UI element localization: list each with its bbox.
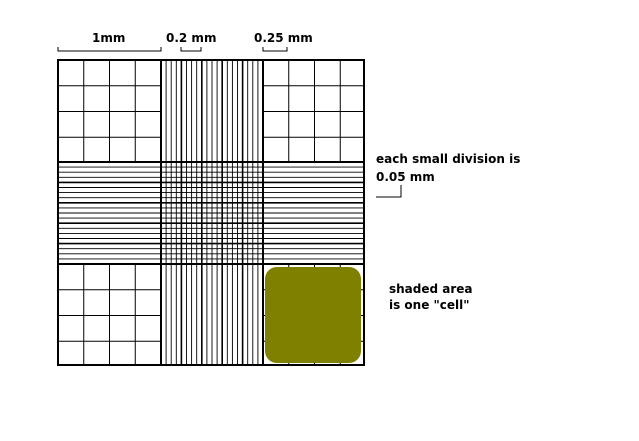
label-0-25mm: 0.25 mm: [254, 31, 313, 45]
label-shaded-area-line1: shaded area: [389, 282, 473, 296]
bracket-1mm: [57, 47, 162, 52]
label-small-division-line2: 0.05 mm: [376, 170, 435, 184]
small-division-marker: [376, 185, 402, 198]
label-0-2mm: 0.2 mm: [166, 31, 216, 45]
bracket-0-25mm: [262, 47, 288, 52]
grid-outer-border: [57, 59, 365, 366]
label-1mm: 1mm: [92, 31, 125, 45]
shaded-cell: [265, 267, 361, 363]
label-shaded-area-line2: is one "cell": [389, 298, 470, 312]
label-small-division-line1: each small division is: [376, 152, 520, 166]
bracket-0-2mm: [180, 47, 202, 52]
